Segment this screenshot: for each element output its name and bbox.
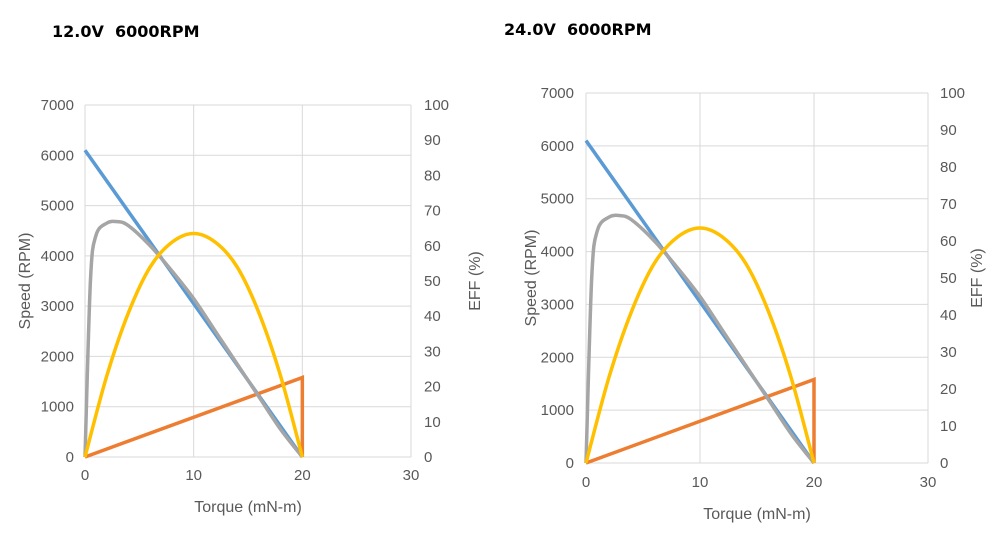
current-line <box>84 375 305 459</box>
x-tick-label: 20 <box>806 474 823 491</box>
chart-24v: 24.0V 6000RPM 0 1000 2000 3000 4000 5000 6000 7… <box>500 0 1000 540</box>
y2-tick-label: 100 <box>424 97 449 114</box>
x-axis-title: Torque (mN-m) <box>703 506 811 523</box>
y2-tick-label: 90 <box>424 132 441 149</box>
y2-tick-label: 50 <box>424 273 441 290</box>
power-line <box>584 213 816 465</box>
y-tick-label: 3000 <box>41 298 74 315</box>
x-tick-label: 0 <box>582 474 590 491</box>
y2-tick-label: 0 <box>424 449 432 466</box>
y-axis-title: Speed (RPM) <box>17 233 34 330</box>
y2-tick-label: 50 <box>940 270 957 287</box>
chart-plot-12v: 0100020003000400050006000700001020304050… <box>17 97 484 516</box>
y2-tick-label: 60 <box>424 238 441 255</box>
y2-tick-label: 40 <box>424 308 441 325</box>
x-tick-label: 30 <box>920 474 937 491</box>
chart-title: 24.0V 6000RPM <box>504 20 652 39</box>
y-tick-label: 0 <box>566 455 574 472</box>
y2-axis-title: EFF (%) <box>467 251 484 311</box>
y-tick-label: 7000 <box>41 97 74 114</box>
y2-tick-label: 70 <box>940 196 957 213</box>
y-tick-label: 0 <box>66 449 74 466</box>
y2-tick-label: 10 <box>940 418 957 435</box>
y-tick-label: 5000 <box>541 191 574 208</box>
y-tick-label: 3000 <box>541 296 574 313</box>
chart-plot-24v: 0100020003000400050006000700001020304050… <box>523 85 986 523</box>
x-axis-title: Torque (mN-m) <box>194 499 302 516</box>
power-line <box>83 219 304 459</box>
x-tick-label: 0 <box>81 467 89 484</box>
efficiency-curve <box>584 226 816 464</box>
x-tick-label: 20 <box>294 467 311 484</box>
y2-tick-label: 100 <box>940 85 965 102</box>
y2-tick-label: 30 <box>424 343 441 360</box>
y2-tick-label: 90 <box>940 122 957 139</box>
y-tick-label: 4000 <box>41 248 74 265</box>
y2-tick-label: 0 <box>940 455 948 472</box>
y-tick-label: 2000 <box>41 348 74 365</box>
y2-tick-label: 20 <box>940 381 957 398</box>
y2-tick-label: 10 <box>424 414 441 431</box>
y2-tick-label: 80 <box>940 159 957 176</box>
y2-axis-title: EFF (%) <box>969 248 986 308</box>
y-axis-title: Speed (RPM) <box>523 230 540 327</box>
y-tick-label: 1000 <box>541 402 574 419</box>
efficiency-curve <box>83 231 305 458</box>
y-tick-label: 7000 <box>541 85 574 102</box>
y-tick-label: 5000 <box>41 198 74 215</box>
x-tick-label: 10 <box>692 474 709 491</box>
y2-tick-label: 80 <box>424 167 441 184</box>
y2-tick-label: 70 <box>424 203 441 220</box>
y2-tick-label: 30 <box>940 344 957 361</box>
y2-tick-label: 60 <box>940 233 957 250</box>
chart-title: 12.0V 6000RPM <box>52 22 200 41</box>
chart-12v: 12.0V 6000RPM 0 1000 2000 3000 4000 5000 6000 7… <box>17 22 484 516</box>
y-tick-label: 4000 <box>541 244 574 261</box>
x-tick-label: 30 <box>403 467 420 484</box>
y-tick-label: 6000 <box>41 147 74 164</box>
x-tick-label: 10 <box>185 467 202 484</box>
y2-tick-label: 40 <box>940 307 957 324</box>
y-tick-label: 6000 <box>541 138 574 155</box>
y2-tick-label: 20 <box>424 379 441 396</box>
y-tick-label: 1000 <box>41 399 74 416</box>
current-line <box>585 376 816 465</box>
y-tick-label: 2000 <box>541 349 574 366</box>
